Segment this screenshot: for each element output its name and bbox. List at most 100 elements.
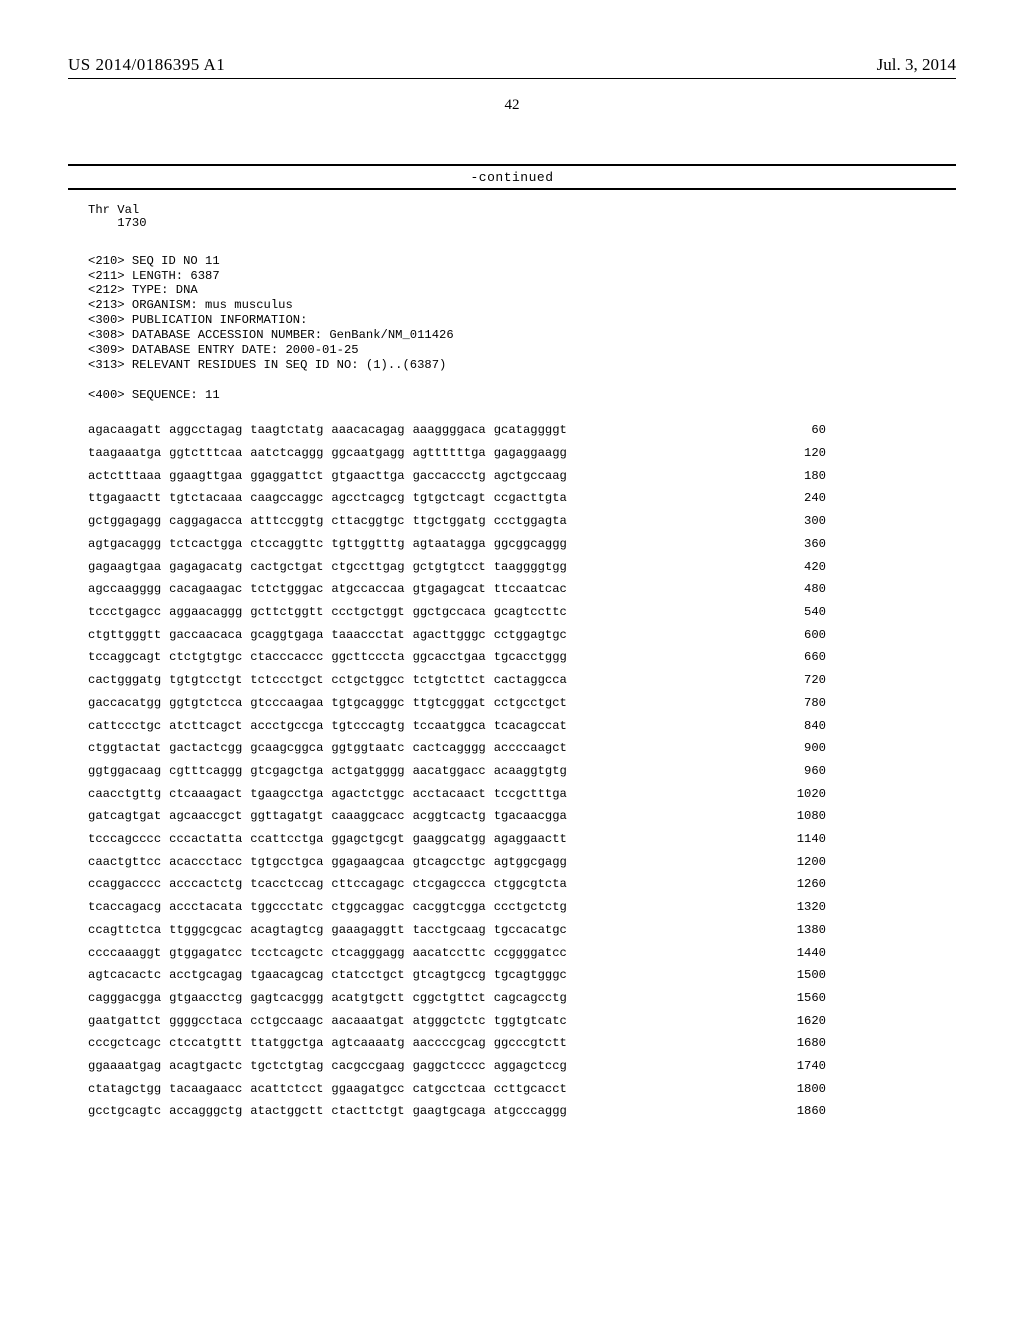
seq-group: ccctggagta	[494, 515, 567, 527]
seq-group: atgccaccaa	[331, 583, 404, 595]
seq-group: gaccacatgg	[88, 697, 161, 709]
seq-group: ggcaatgagg	[331, 447, 404, 459]
seq-group: taagtctatg	[250, 424, 323, 436]
seq-group: gctggagagg	[88, 515, 161, 527]
seq-position: 240	[797, 492, 956, 504]
seq-position: 60	[797, 424, 956, 436]
seq-group: gaaagaggtt	[331, 924, 404, 936]
seq-group: agacaagatt	[88, 424, 161, 436]
seq-group: ccttgcacct	[494, 1083, 567, 1095]
seq-group: gtcagtgccg	[413, 969, 486, 981]
seq-group: aatctcaggg	[250, 447, 323, 459]
seq-group: aaaggggaca	[413, 424, 486, 436]
seq-group: atgggctctc	[413, 1015, 486, 1027]
sequence-row: caacctgttgctcaaagacttgaagcctgaagactctggc…	[88, 788, 956, 800]
seq-group: acaaggtgtg	[494, 765, 567, 777]
seq-group: gcagtccttc	[494, 606, 567, 618]
seq-group: cctggagtgc	[494, 629, 567, 641]
seq-group: cacagaagac	[169, 583, 242, 595]
seq-group: cctgctggcc	[331, 674, 404, 686]
seq-group: ctccatgttt	[169, 1037, 242, 1049]
sequence-row: agccaagggg cacagaagac tctctgggac atgccaccaa…	[88, 583, 956, 595]
seq-group: ggcggcaggg	[494, 538, 567, 550]
sequence-row: tcccagcccccccactattaccattcctgaggagctgcgt…	[88, 833, 956, 845]
seq-group: atgcccaggg	[494, 1105, 567, 1117]
sequence-row: ctgttgggttgaccaacacagcaggtgagataaaccctat…	[88, 629, 956, 641]
seq-group: atttccggtg	[250, 515, 323, 527]
seq-group: ccgacttgta	[494, 492, 567, 504]
seq-group: gaatgattct	[88, 1015, 161, 1027]
seq-group: ggggcctaca	[169, 1015, 242, 1027]
seq-group: tacctgcaag	[413, 924, 486, 936]
seq-group: tgaacagcag	[250, 969, 323, 981]
seq-group: tggccctatc	[250, 901, 323, 913]
seq-group: acagtgactc	[169, 1060, 242, 1072]
seq-group: gagtcacggg	[250, 992, 323, 1004]
seq-position: 480	[797, 583, 956, 595]
seq-group: acaccctacc	[169, 856, 242, 868]
seq-group: tgccacatgc	[494, 924, 567, 936]
seq-group: accctgccga	[250, 720, 323, 732]
seq-position: 120	[797, 447, 956, 459]
sequence-row: gaccacatggggtgtctccagtcccaagaatgtgcagggc…	[88, 697, 956, 709]
seq-position: 1260	[797, 878, 956, 890]
seq-group: gactactcgg	[169, 742, 242, 754]
seq-group: tccaggcagt	[88, 651, 161, 663]
seq-group: aaccccgcag	[413, 1037, 486, 1049]
sequence-row: ttgagaactttgtctacaaacaagccaggcagcctcagcg…	[88, 492, 956, 504]
seq-group: tggtgtcatc	[494, 1015, 567, 1027]
seq-group: agacttgggc	[413, 629, 486, 641]
sequence-listing: agacaagattaggcctagagtaagtctatgaaacacagag…	[88, 424, 956, 1117]
seq-position: 1680	[797, 1037, 956, 1049]
seq-group: cactcagggg	[413, 742, 486, 754]
seq-group: aggaacaggg	[169, 606, 242, 618]
seq-group: ttccaatcac	[494, 583, 567, 595]
seq-group: ctatcctgct	[331, 969, 404, 981]
seq-group: tcacctccag	[250, 878, 323, 890]
seq-group: gcataggggt	[494, 424, 567, 436]
seq-group: gtcccaagaa	[250, 697, 323, 709]
seq-position: 1200	[797, 856, 956, 868]
seq-group: caggagacca	[169, 515, 242, 527]
seq-group: acggtcactg	[413, 810, 486, 822]
seq-group: cattccctgc	[88, 720, 161, 732]
seq-group: ggagaagcaa	[331, 856, 404, 868]
seq-group: acattctcct	[250, 1083, 323, 1095]
seq-group: tctctgggac	[250, 583, 323, 595]
seq-group: gctgtgtcct	[413, 561, 486, 573]
seq-group: agtaatagga	[413, 538, 486, 550]
seq-group: cccactatta	[169, 833, 242, 845]
seq-group: gtgagagcat	[413, 583, 486, 595]
seq-group: aacaaatgat	[331, 1015, 404, 1027]
seq-position: 1440	[797, 947, 956, 959]
seq-group: caactgttcc	[88, 856, 161, 868]
seq-group: aaacacagag	[331, 424, 404, 436]
seq-group: cagggacgga	[88, 992, 161, 1004]
seq-position: 360	[797, 538, 956, 550]
seq-group: cagcagcctg	[494, 992, 567, 1004]
seq-group: tccgctttga	[494, 788, 567, 800]
seq-group: ccctgctggt	[331, 606, 404, 618]
seq-group: cactgctgat	[250, 561, 323, 573]
seq-group: ttatggctga	[250, 1037, 323, 1049]
seq-group: ggaggattct	[250, 470, 323, 482]
seq-position: 420	[797, 561, 956, 573]
seq-group: caacctgttg	[88, 788, 161, 800]
seq-position: 1620	[797, 1015, 956, 1027]
sequence-row: ggaaaatgagacagtgactctgctctgtagcacgccgaag…	[88, 1060, 956, 1072]
seq-position: 1500	[797, 969, 956, 981]
seq-position: 1380	[797, 924, 956, 936]
seq-group: gaccaacaca	[169, 629, 242, 641]
seq-group: tgttggtttg	[331, 538, 404, 550]
seq-group: aacatccttc	[413, 947, 486, 959]
seq-group: tgctctgtag	[250, 1060, 323, 1072]
seq-group: agccaagggg	[88, 583, 161, 595]
seq-group: ctacccaccc	[250, 651, 323, 663]
seq-group: tcaccagacg	[88, 901, 161, 913]
sequence-row: agtcacactcacctgcagagtgaacagcagctatcctgct…	[88, 969, 956, 981]
seq-position: 960	[797, 765, 956, 777]
seq-group: ggcttcccta	[331, 651, 404, 663]
seq-group: ccaggacccc	[88, 878, 161, 890]
seq-group: agttttttga	[413, 447, 486, 459]
seq-group: ggtgtctcca	[169, 697, 242, 709]
